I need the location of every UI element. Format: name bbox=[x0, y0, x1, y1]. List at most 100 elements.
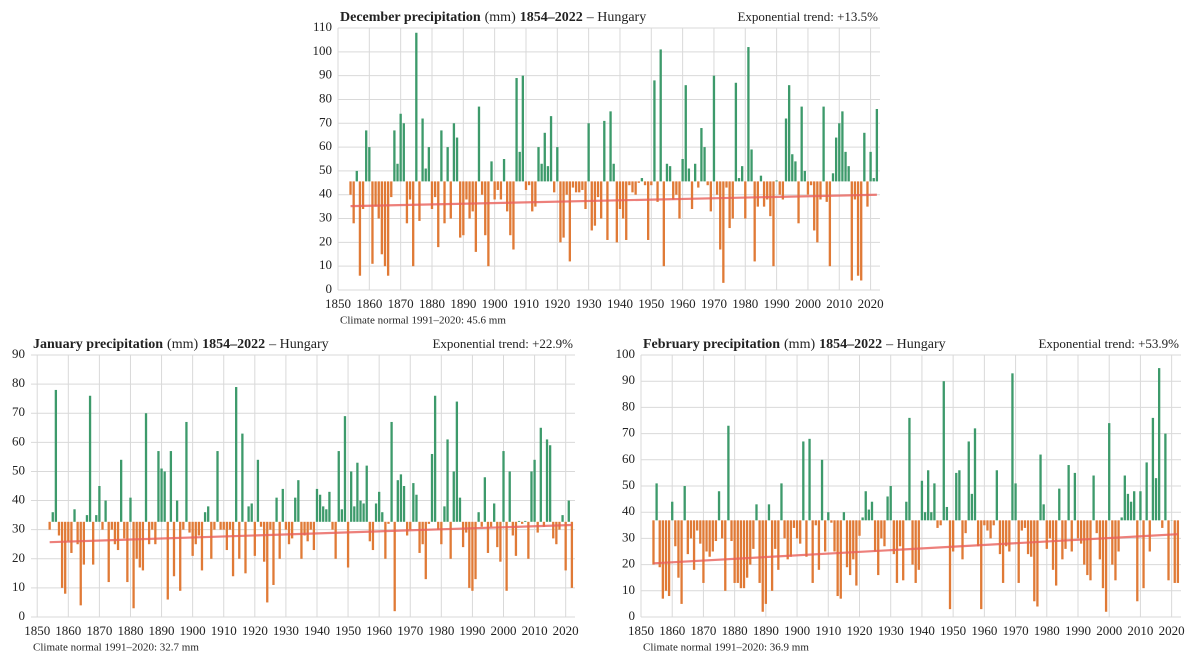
bar bbox=[951, 520, 955, 552]
bar bbox=[331, 521, 334, 530]
bar bbox=[549, 116, 553, 182]
bar bbox=[54, 389, 58, 522]
bar bbox=[138, 521, 141, 568]
title-part: – Hungary bbox=[885, 337, 946, 352]
bar bbox=[253, 521, 256, 556]
bar bbox=[1111, 520, 1114, 565]
bar bbox=[383, 181, 387, 267]
bar bbox=[76, 521, 79, 545]
x-tick-label: 1990 bbox=[1065, 623, 1091, 638]
bar bbox=[509, 181, 512, 236]
bar bbox=[923, 512, 927, 521]
bar bbox=[858, 520, 861, 536]
bar bbox=[764, 520, 768, 604]
bar bbox=[418, 521, 421, 553]
bar bbox=[898, 520, 902, 547]
bar bbox=[693, 163, 697, 182]
bar bbox=[387, 521, 390, 524]
y-tick-label: 30 bbox=[319, 210, 332, 225]
bar bbox=[113, 521, 117, 545]
x-tick-label: 2000 bbox=[1096, 623, 1122, 638]
bar bbox=[998, 520, 1002, 555]
bar bbox=[427, 521, 431, 524]
bar bbox=[197, 521, 201, 536]
x-tick-label: 1850 bbox=[325, 296, 351, 311]
bar bbox=[390, 181, 393, 198]
bar bbox=[1133, 491, 1136, 521]
y-tick-label: 30 bbox=[622, 529, 635, 544]
bar bbox=[421, 118, 424, 182]
bar bbox=[836, 520, 839, 597]
x-tick-label: 1920 bbox=[846, 623, 872, 638]
bar bbox=[465, 181, 468, 200]
bar bbox=[396, 480, 399, 522]
bar bbox=[1042, 504, 1045, 521]
bar bbox=[515, 78, 518, 182]
bar bbox=[262, 521, 266, 562]
bar bbox=[539, 427, 542, 522]
bar bbox=[424, 521, 427, 580]
bar bbox=[562, 181, 565, 238]
bar bbox=[986, 520, 989, 531]
x-tick-label: 1930 bbox=[273, 623, 299, 638]
bar bbox=[359, 500, 362, 522]
bar bbox=[147, 521, 151, 545]
y-tick-label: 20 bbox=[622, 556, 635, 571]
bar bbox=[545, 439, 549, 522]
bar bbox=[767, 504, 771, 521]
bar bbox=[328, 491, 331, 522]
bar bbox=[1117, 520, 1120, 552]
bar bbox=[172, 521, 176, 577]
x-tick-label: 2020 bbox=[1159, 623, 1185, 638]
bar bbox=[405, 181, 409, 224]
bar bbox=[700, 128, 703, 182]
bar bbox=[787, 85, 791, 182]
bar bbox=[948, 520, 952, 610]
y-tick-label: 10 bbox=[12, 579, 25, 594]
bar bbox=[275, 497, 278, 522]
bar bbox=[1023, 520, 1027, 528]
bar bbox=[564, 521, 567, 571]
x-tick-label: 1890 bbox=[149, 623, 175, 638]
bar bbox=[860, 181, 863, 281]
bar bbox=[825, 181, 828, 202]
bar bbox=[119, 459, 123, 522]
bar bbox=[474, 521, 477, 580]
title-part: (mm) bbox=[784, 337, 815, 352]
bar bbox=[216, 451, 219, 522]
y-tick-label: 80 bbox=[319, 90, 332, 105]
bar bbox=[842, 512, 846, 521]
bar bbox=[256, 459, 260, 522]
bar bbox=[877, 520, 880, 576]
bar bbox=[816, 181, 819, 243]
bar bbox=[1033, 520, 1036, 602]
y-tick-label: 70 bbox=[319, 114, 332, 129]
bar bbox=[618, 181, 622, 210]
bar bbox=[380, 181, 384, 255]
bar bbox=[399, 113, 402, 182]
bar bbox=[530, 471, 533, 522]
x-tick-label: 1980 bbox=[732, 296, 758, 311]
bar bbox=[827, 512, 830, 521]
bar bbox=[752, 520, 755, 549]
bar bbox=[527, 181, 531, 186]
bar bbox=[593, 181, 597, 226]
title-part: 1854–2022 bbox=[202, 337, 265, 352]
bar bbox=[365, 465, 368, 522]
bar bbox=[817, 520, 821, 570]
x-tick-label: 1880 bbox=[117, 623, 143, 638]
x-tick-label: 1920 bbox=[544, 296, 570, 311]
bar bbox=[269, 521, 272, 530]
bar bbox=[789, 520, 792, 557]
bar bbox=[559, 181, 562, 243]
bar bbox=[1011, 373, 1014, 521]
bar bbox=[325, 509, 328, 522]
bar bbox=[759, 175, 763, 182]
bar bbox=[461, 521, 465, 548]
bar bbox=[548, 445, 552, 522]
x-tick-label: 1930 bbox=[878, 623, 904, 638]
bar bbox=[67, 521, 70, 542]
bar bbox=[755, 504, 758, 521]
bar bbox=[151, 521, 154, 530]
bar bbox=[581, 181, 584, 190]
